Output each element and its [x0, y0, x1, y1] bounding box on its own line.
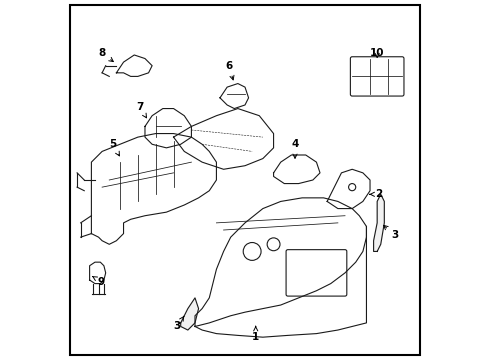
- Text: 3: 3: [384, 225, 399, 240]
- Polygon shape: [181, 298, 198, 330]
- Text: 1: 1: [252, 327, 259, 342]
- Text: 2: 2: [370, 189, 383, 199]
- Text: 4: 4: [292, 139, 299, 158]
- Text: 8: 8: [98, 48, 113, 62]
- Text: 7: 7: [136, 102, 147, 118]
- Text: 10: 10: [370, 48, 385, 58]
- Text: 6: 6: [225, 61, 234, 80]
- Text: 9: 9: [93, 276, 105, 287]
- Polygon shape: [373, 194, 384, 251]
- Text: 5: 5: [109, 139, 120, 156]
- Text: 3: 3: [173, 316, 184, 332]
